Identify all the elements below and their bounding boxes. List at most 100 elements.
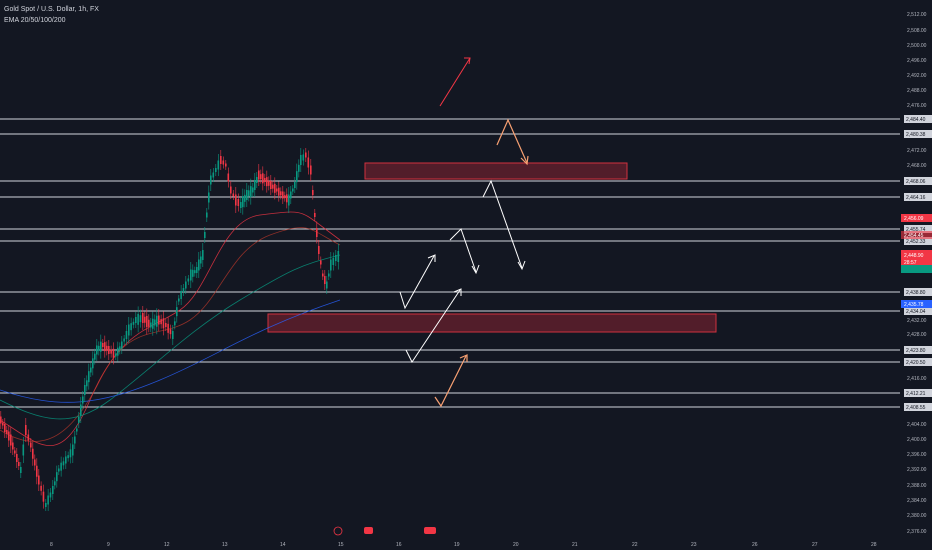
projection-arrows — [399, 57, 529, 408]
time-tick-label: 28 — [871, 542, 877, 548]
candlesticks — [0, 148, 340, 511]
level-price-tag — [904, 225, 932, 233]
red-price-tag2 — [901, 231, 932, 239]
time-tick-label: 16 — [396, 542, 402, 548]
level-price-tag — [904, 115, 932, 123]
blue-price-tag-label: 2,435.78 — [904, 302, 924, 308]
arrow-white-1-head — [427, 254, 436, 262]
level-price-tag — [904, 346, 932, 354]
price-tick-label: 2,432.00 — [907, 318, 927, 324]
price-tick-label: 2,468.00 — [907, 163, 927, 169]
price-tick-label: 2,380.00 — [907, 513, 927, 519]
level-price-label: 2,480.38 — [906, 132, 926, 138]
level-price-tag — [904, 193, 932, 201]
arrow-white-2 — [449, 228, 477, 273]
symbol-line[interactable]: Gold Spot / U.S. Dollar, 1h, FX — [4, 6, 99, 13]
price-tick-label: 2,488.00 — [907, 88, 927, 94]
time-tick-label: 20 — [513, 542, 519, 548]
level-price-label: 2,420.50 — [906, 360, 926, 366]
arrow-white-4-head — [453, 288, 462, 296]
level-price-tag — [904, 307, 932, 315]
price-tick-label: 2,376.00 — [907, 529, 927, 535]
upper-zone — [364, 162, 628, 180]
time-tick-label: 9 — [107, 542, 110, 548]
bottom-icons[interactable] — [333, 526, 436, 536]
time-tick-label: 23 — [691, 542, 697, 548]
blue-price-tag — [901, 300, 932, 308]
supply-demand-zones — [267, 162, 717, 333]
current-price-value: 2,448.90 — [904, 253, 924, 259]
level-price-label: 2,423.80 — [906, 348, 926, 354]
level-price-label: 2,412.21 — [906, 391, 926, 397]
level-price-label: 2,468.06 — [906, 179, 926, 185]
time-tick-label: 22 — [632, 542, 638, 548]
level-price-label: 2,434.04 — [906, 309, 926, 315]
time-scale[interactable]: 8 9 12 13 14 15 16 19 20 21 22 23 26 27 28 — [50, 542, 877, 548]
level-price-label: 2,484.40 — [906, 117, 926, 123]
time-tick-label: 26 — [752, 542, 758, 548]
calendar-icon — [424, 527, 436, 534]
arrow-orange-bottom-head — [459, 354, 468, 362]
level-price-label: 2,455.74 — [906, 227, 926, 233]
news-icon — [364, 527, 373, 534]
price-tick-label: 2,492.00 — [907, 73, 927, 79]
horizontal-level-lines — [0, 118, 900, 408]
time-tick-label: 12 — [164, 542, 170, 548]
price-tick-label: 2,472.00 — [907, 148, 927, 154]
arrow-white-3-head — [517, 260, 526, 271]
price-tick-label: 2,416.00 — [907, 376, 927, 382]
red-price-tag — [901, 214, 932, 222]
time-tick-label: 8 — [50, 542, 53, 548]
red-price-tag-label: 2,456.09 — [904, 216, 924, 222]
current-price-countdown: 28:57 — [904, 260, 917, 266]
price-tick-label: 2,496.00 — [907, 58, 927, 64]
time-tick-label: 15 — [338, 542, 344, 548]
level-price-tag — [904, 389, 932, 397]
lower-zone — [267, 313, 717, 333]
price-tick-label: 2,404.00 — [907, 422, 927, 428]
level-price-label: 2,452.33 — [906, 239, 926, 245]
time-tick-label: 14 — [280, 542, 286, 548]
price-scale[interactable]: 2,512.00 2,508.00 2,500.00 2,496.00 2,492.00… — [900, 0, 932, 550]
time-tick-label: 21 — [572, 542, 578, 548]
price-tick-label: 2,388.00 — [907, 483, 927, 489]
current-price-tag — [901, 250, 932, 266]
price-tick-label: 2,500.00 — [907, 43, 927, 49]
arrow-white-4 — [405, 289, 461, 363]
level-price-label: 2,464.16 — [906, 195, 926, 201]
price-tick-label: 2,396.00 — [907, 452, 927, 458]
time-tick-label: 19 — [454, 542, 460, 548]
currency-icon — [333, 526, 343, 536]
teal-price-tag — [901, 265, 932, 273]
level-price-label: 2,438.80 — [906, 290, 926, 296]
ema-lines — [0, 211, 341, 446]
arrow-white-1 — [399, 255, 435, 310]
chart-legend[interactable]: Gold Spot / U.S. Dollar, 1h, FX EMA 20/5… — [4, 4, 99, 26]
price-tick-label: 2,400.00 — [907, 437, 927, 443]
price-tick-label: 2,508.00 — [907, 28, 927, 34]
price-tick-label: 2,384.00 — [907, 498, 927, 504]
indicator-line[interactable]: EMA 20/50/100/200 — [4, 17, 66, 24]
arrow-white-3 — [482, 179, 523, 269]
price-tick-label: 2,392.00 — [907, 467, 927, 473]
arrow-orange-top-head — [520, 155, 529, 166]
time-tick-label: 13 — [222, 542, 228, 548]
price-tick-label: 2,428.00 — [907, 332, 927, 338]
time-tick-label: 27 — [812, 542, 818, 548]
arrow-white-2-head — [471, 264, 480, 275]
level-price-tag — [904, 358, 932, 366]
level-price-tag — [904, 288, 932, 296]
arrow-orange-top — [496, 118, 528, 164]
level-price-tag — [904, 177, 932, 185]
red-price-tag2-label: 2,454.45 — [904, 233, 924, 239]
arrow-red-up-head — [464, 57, 471, 65]
level-price-label: 2,408.55 — [906, 405, 926, 411]
arrow-red-up — [439, 57, 471, 107]
level-price-tag — [904, 237, 932, 245]
price-tick-label: 2,512.00 — [907, 12, 927, 18]
level-price-tag — [904, 403, 932, 411]
price-tick-label: 2,476.00 — [907, 103, 927, 109]
level-price-tag — [904, 130, 932, 138]
arrow-orange-bottom — [434, 355, 467, 408]
